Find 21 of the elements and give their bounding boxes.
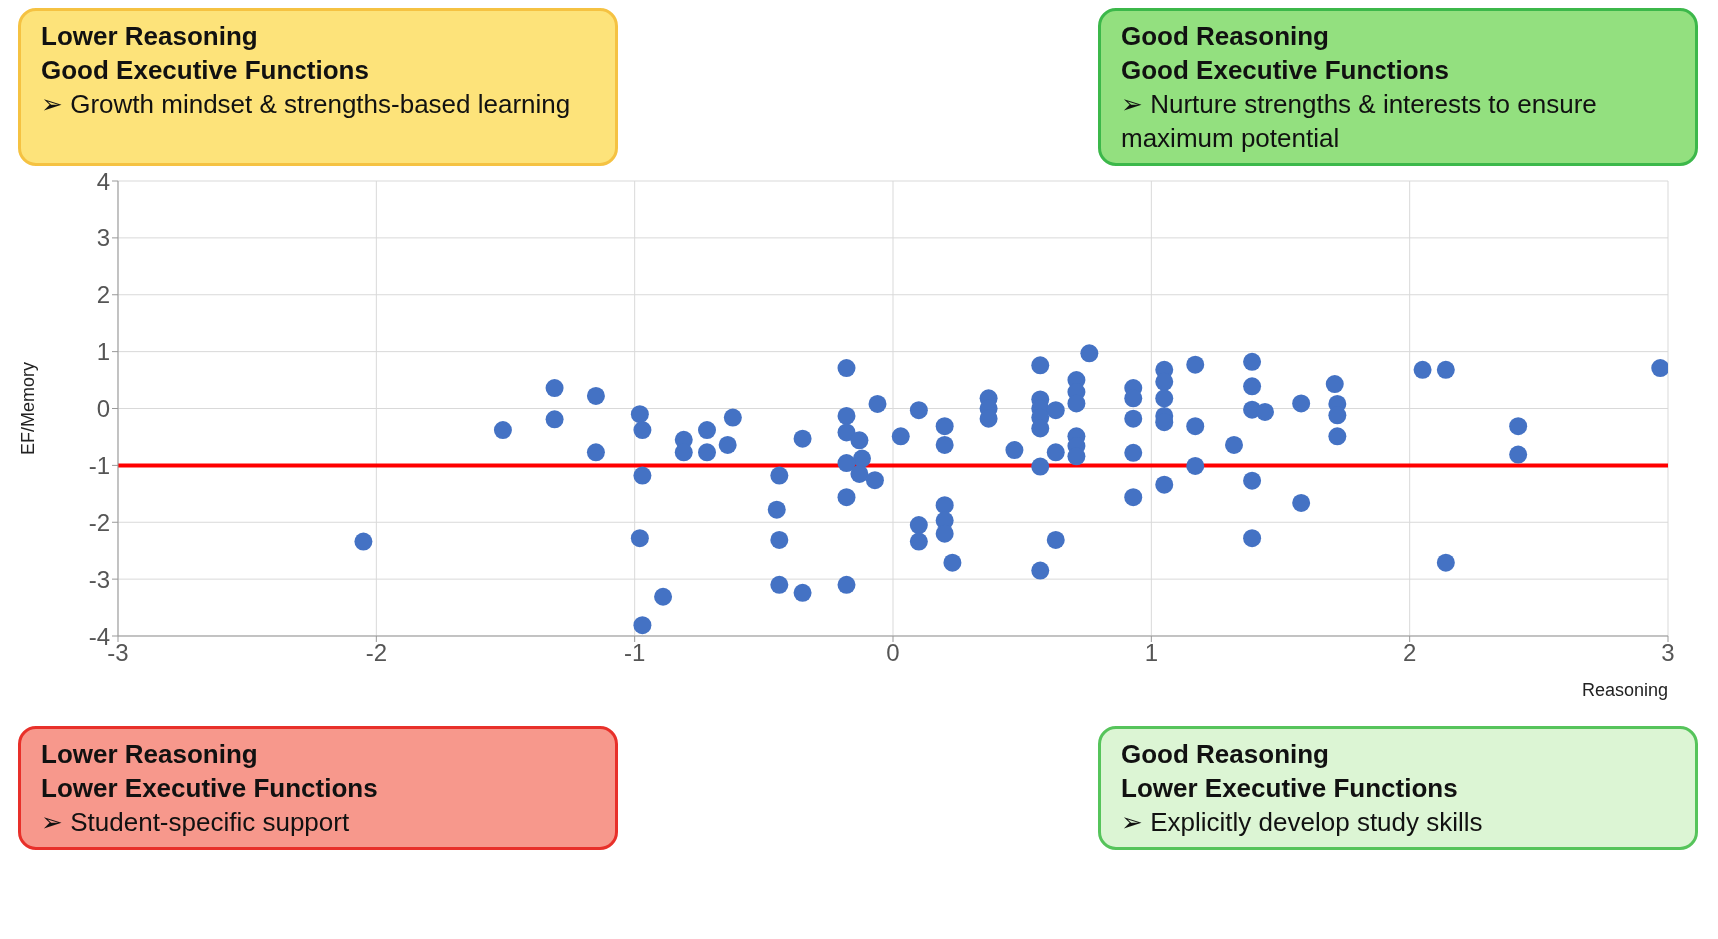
x-tick-label: 1 (1144, 639, 1159, 667)
y-tick-label: 4 (96, 167, 110, 195)
y-tick-label: 0 (96, 395, 110, 423)
x-tick-label: 2 (1402, 639, 1417, 667)
text: Lower Reasoning Good Executive Functions ➢ Growth mindset & strengths-based learning (41, 20, 572, 121)
y-tick-label: 1 (96, 338, 110, 366)
text: Lower Reasoning Lower Executive Functions ➢ Student-specific support (41, 738, 379, 839)
text: Good Reasoning Lower Executive Functions ➢ Explicitly develop study skills (1121, 738, 1484, 839)
x-tick-label: 0 (886, 639, 900, 667)
x-tick-label: -2 (365, 639, 388, 667)
y-tick-label: 3 (96, 224, 110, 252)
text: Good Reasoning Good Executive Functions ➢ Nurture strengths & interests to ensure maximum potential (1121, 20, 1598, 155)
y-tick-label: -2 (88, 508, 110, 536)
x-tick-label: 3 (1661, 639, 1675, 667)
x-axis-title: Reasoning (1581, 680, 1668, 700)
y-tick-label: -4 (88, 622, 110, 650)
y-axis-title: EF/Memory (18, 361, 39, 456)
y-tick-label: -1 (88, 451, 110, 479)
y-tick-label: 2 (96, 281, 110, 309)
y-tick-label: -3 (88, 565, 110, 593)
x-tick-label: -1 (623, 639, 646, 667)
